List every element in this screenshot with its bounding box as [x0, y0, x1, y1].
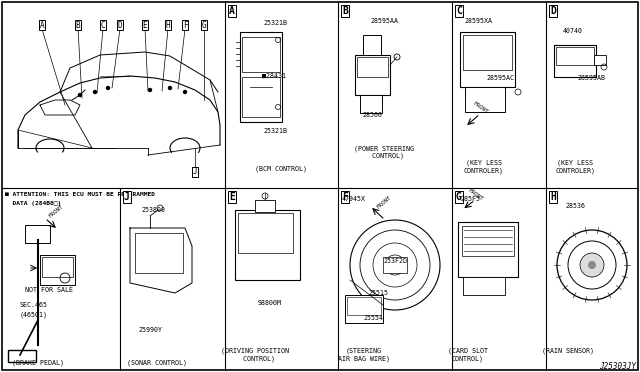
Bar — [25, 225, 50, 243]
Text: (BRAKE PEDAL): (BRAKE PEDAL) — [12, 360, 64, 366]
Text: H: H — [166, 20, 170, 29]
Text: J: J — [124, 192, 130, 202]
Circle shape — [588, 261, 596, 269]
Bar — [594, 55, 606, 65]
Text: ■ ATTENTION: THIS ECU MUST BE PROGRAMMED: ■ ATTENTION: THIS ECU MUST BE PROGRAMMED — [5, 192, 155, 197]
Bar — [40, 255, 75, 285]
Text: A: A — [229, 6, 235, 16]
Circle shape — [580, 253, 604, 277]
Text: J: J — [193, 167, 197, 176]
Text: 28595AB: 28595AB — [577, 75, 605, 81]
Bar — [383, 257, 407, 273]
Bar — [465, 87, 505, 112]
Text: F: F — [342, 192, 348, 202]
Bar — [357, 57, 388, 77]
Text: D: D — [118, 20, 122, 29]
Text: 25990Y: 25990Y — [138, 327, 162, 333]
Text: (RAIN SENSOR): (RAIN SENSOR) — [542, 348, 594, 355]
Text: G: G — [202, 20, 206, 29]
Text: (46501): (46501) — [20, 312, 48, 318]
Text: G: G — [456, 192, 462, 202]
Text: (STEERING
AIR BAG WIRE): (STEERING AIR BAG WIRE) — [338, 348, 390, 362]
Bar — [255, 200, 275, 212]
Text: B: B — [76, 20, 80, 29]
Text: 25321B: 25321B — [263, 128, 287, 134]
Text: 28595XA: 28595XA — [464, 18, 492, 24]
Bar — [135, 233, 183, 273]
Text: FRONT: FRONT — [376, 195, 392, 210]
Text: ■28431: ■28431 — [262, 73, 286, 79]
Text: DATA (284B0□): DATA (284B0□) — [5, 201, 61, 206]
Text: C: C — [100, 20, 106, 29]
Bar — [463, 35, 512, 70]
Bar — [463, 277, 505, 295]
Text: F: F — [182, 20, 188, 29]
Text: 285F5: 285F5 — [460, 196, 480, 202]
Text: 28595AC: 28595AC — [486, 75, 514, 81]
Bar — [460, 32, 515, 87]
Text: FRONT: FRONT — [472, 101, 489, 115]
Bar — [242, 77, 280, 117]
Bar — [242, 37, 280, 72]
Text: 28536: 28536 — [565, 203, 585, 209]
Text: (POWER STEERING
  CONTROL): (POWER STEERING CONTROL) — [354, 145, 414, 159]
Text: 25515: 25515 — [368, 290, 388, 296]
Bar — [42, 257, 73, 277]
Circle shape — [148, 89, 152, 92]
Text: FRONT: FRONT — [467, 188, 484, 202]
Text: 25321B: 25321B — [263, 20, 287, 26]
Bar — [554, 45, 596, 77]
Text: D: D — [550, 6, 556, 16]
Text: SEC.465: SEC.465 — [20, 302, 48, 308]
Text: H: H — [550, 192, 556, 202]
Text: J25303JY: J25303JY — [599, 362, 636, 371]
Bar — [458, 222, 518, 277]
Circle shape — [106, 87, 109, 90]
Circle shape — [168, 87, 172, 90]
Text: (BCM CONTROL): (BCM CONTROL) — [255, 165, 307, 171]
Bar — [345, 295, 383, 323]
Text: 253F2D: 253F2D — [383, 258, 407, 264]
Text: NOT FOR SALE: NOT FOR SALE — [25, 287, 73, 293]
Text: B: B — [342, 6, 348, 16]
Text: 40740: 40740 — [563, 28, 583, 34]
Text: A: A — [40, 20, 44, 29]
Bar — [347, 297, 381, 315]
Circle shape — [184, 90, 186, 93]
Text: (CARD SLOT
CONTROL): (CARD SLOT CONTROL) — [448, 348, 488, 362]
Text: 253800: 253800 — [141, 207, 165, 213]
Bar — [8, 350, 36, 362]
Circle shape — [79, 93, 81, 96]
Bar — [363, 35, 381, 55]
Text: 98800M: 98800M — [258, 300, 282, 306]
Bar — [240, 32, 282, 122]
Text: (KEY LESS
CONTROLER): (KEY LESS CONTROLER) — [555, 160, 595, 174]
Text: (DRIVING POSITION
  CONTROL): (DRIVING POSITION CONTROL) — [221, 348, 289, 362]
Bar — [238, 213, 293, 253]
Text: 28595AA: 28595AA — [370, 18, 398, 24]
Circle shape — [93, 90, 97, 93]
Text: (KEY LESS
CONTROLER): (KEY LESS CONTROLER) — [464, 160, 504, 174]
Bar — [462, 226, 514, 256]
Text: E: E — [143, 20, 147, 29]
Text: 25554: 25554 — [363, 315, 383, 321]
Text: 28500: 28500 — [362, 112, 382, 118]
Text: 47945X: 47945X — [342, 196, 366, 202]
Bar — [235, 210, 300, 280]
Text: (SONAR CONTROL): (SONAR CONTROL) — [127, 360, 187, 366]
Bar — [355, 55, 390, 95]
Text: E: E — [229, 192, 235, 202]
Text: FRONT: FRONT — [48, 204, 65, 219]
Bar — [360, 95, 382, 113]
Bar — [556, 47, 594, 65]
Text: C: C — [456, 6, 462, 16]
